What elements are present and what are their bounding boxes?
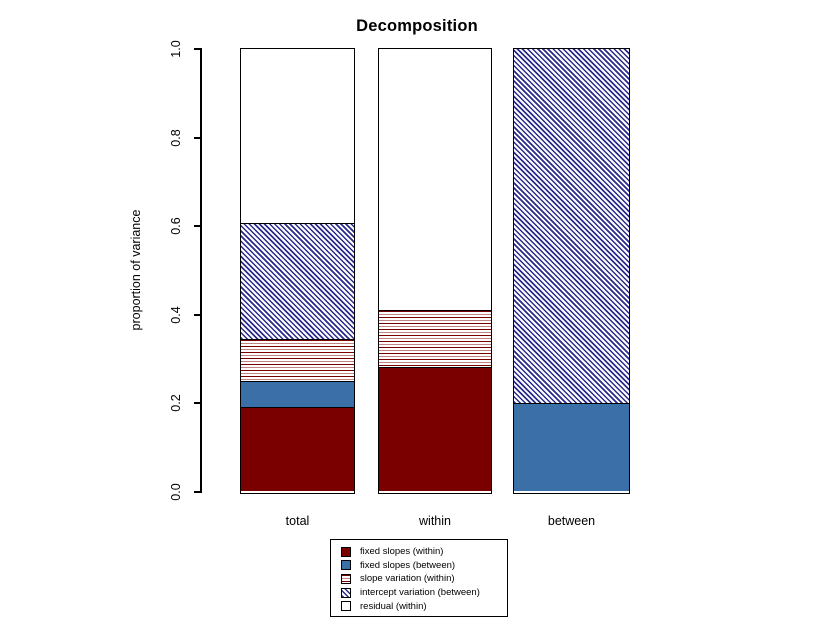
legend-item: fixed slopes (within) [341, 545, 507, 559]
legend-box: fixed slopes (within) fixed slopes (betwe… [330, 539, 508, 617]
legend-swatch-hstripe-red [341, 573, 351, 584]
legend-swatch-solid-darkred [341, 546, 351, 557]
y-tick-mark [194, 491, 201, 493]
y-tick-label: 0.2 [169, 394, 183, 413]
legend-swatch-solid-white [341, 601, 351, 612]
segment-diag-navy [241, 223, 354, 339]
legend-label: residual (within) [360, 600, 427, 612]
legend-swatch-solid-blue [341, 560, 351, 571]
y-tick-label: 0.4 [169, 306, 183, 324]
y-tick-mark [194, 313, 201, 316]
legend-item: intercept variation (between) [341, 586, 507, 600]
y-tick-mark [194, 402, 201, 405]
bar-between [513, 47, 630, 494]
y-tick-mark [194, 48, 201, 50]
segment-solid-darkred [379, 367, 491, 492]
legend-label: intercept variation (between) [360, 587, 480, 599]
legend-item: residual (within) [341, 599, 507, 613]
legend-label: fixed slopes (within) [360, 546, 444, 558]
y-tick-label: 0.8 [169, 128, 183, 147]
segment-hstripe-red [379, 309, 491, 368]
legend-item: slope variation (within) [341, 572, 507, 586]
segment-solid-white [379, 48, 491, 310]
chart-title: Decomposition [356, 17, 478, 35]
y-axis-line [200, 48, 202, 493]
legend-label: fixed slopes (between) [360, 559, 456, 571]
x-axis-label-between: between [547, 514, 596, 528]
legend-label: slope variation (within) [360, 573, 455, 585]
segment-solid-white [241, 48, 354, 224]
segment-diag-navy [514, 48, 629, 403]
legend-item: fixed slopes (between) [341, 559, 507, 573]
bar-within [378, 47, 492, 494]
segment-solid-blue [241, 380, 354, 408]
x-axis-label-within: within [419, 514, 451, 528]
y-tick-label: 0.0 [169, 483, 183, 501]
bar-total [240, 47, 355, 494]
x-axis-label-total: total [285, 514, 310, 528]
y-tick-label: 0.6 [169, 217, 183, 235]
segment-hstripe-red [241, 338, 354, 381]
segment-solid-blue [514, 402, 629, 492]
y-tick-label: 1.0 [169, 40, 183, 58]
legend-swatch-diag-navy [341, 587, 351, 598]
y-axis-label: proportion of variance [129, 209, 143, 331]
segment-solid-darkred [241, 407, 354, 492]
y-tick-mark [194, 225, 201, 228]
y-tick-mark [194, 136, 201, 139]
